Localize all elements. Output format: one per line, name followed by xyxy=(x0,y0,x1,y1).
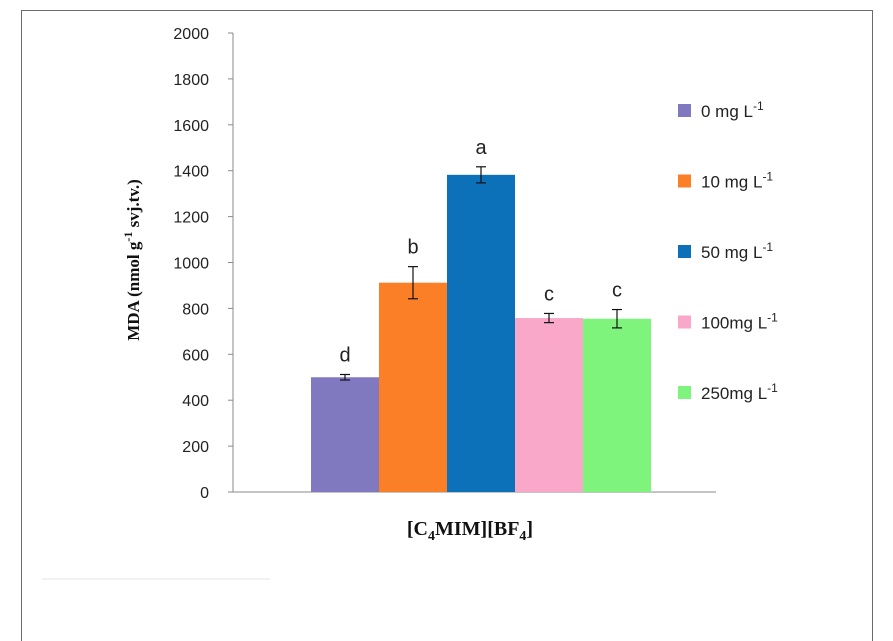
legend-swatch xyxy=(678,315,691,329)
significance-letter: b xyxy=(407,237,418,259)
y-tick-label: 1000 xyxy=(173,256,209,273)
error-bars xyxy=(340,166,622,381)
y-tick-label: 2000 xyxy=(173,26,209,43)
legend-label: 10 mg L-1 xyxy=(701,170,773,192)
significance-letter: c xyxy=(612,280,622,302)
legend-label: 100mg L-1 xyxy=(701,311,778,333)
legend-label: 250mg L-1 xyxy=(701,381,778,403)
faint-divider xyxy=(42,578,270,580)
significance-labels: d b a c c xyxy=(339,137,622,367)
legend-label: 0 mg L-1 xyxy=(701,99,764,121)
chart-frame xyxy=(21,10,873,641)
bar xyxy=(447,174,515,492)
bar xyxy=(515,318,583,492)
y-ticks: 0 200 400 600 800 1000 1200 1400 1600 1800 2000 xyxy=(173,26,233,502)
y-tick-label: 800 xyxy=(182,301,209,318)
legend-label: 50 mg L-1 xyxy=(701,240,773,262)
y-tick-label: 400 xyxy=(182,393,209,410)
significance-letter: d xyxy=(339,344,350,366)
legend-swatch xyxy=(678,104,691,117)
legend-swatch xyxy=(678,386,691,399)
y-tick-label: 200 xyxy=(182,439,209,456)
significance-letter: c xyxy=(544,283,554,305)
legend: 0 mg L-1 10 mg L-1 50 mg L-1 100mg L-1 250mg… xyxy=(678,99,778,403)
y-tick-label: 1400 xyxy=(173,164,209,181)
y-tick-label: 600 xyxy=(182,347,209,364)
y-axis-title: MDA (nmol g-1 svj.tv.) xyxy=(121,179,143,341)
y-tick-label: 1600 xyxy=(173,118,209,135)
significance-letter: a xyxy=(475,137,487,159)
legend-swatch xyxy=(678,245,691,258)
bar xyxy=(311,377,379,492)
x-axis-title: [C4MIM][BF4] xyxy=(407,518,533,544)
bars xyxy=(311,174,651,492)
legend-swatch xyxy=(678,174,691,188)
bar xyxy=(379,282,447,492)
y-tick-label: 1800 xyxy=(173,72,209,89)
y-tick-label: 0 xyxy=(200,485,209,502)
bar xyxy=(583,318,651,492)
y-tick-label: 1200 xyxy=(173,210,209,227)
